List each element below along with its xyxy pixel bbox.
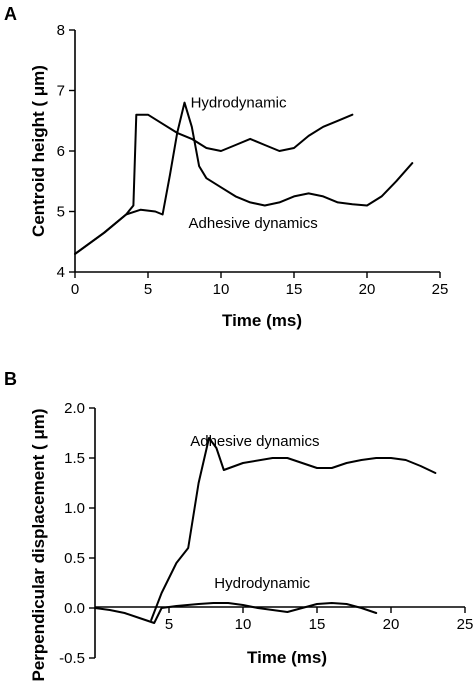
panel-a-x-tick-label: 10	[213, 281, 230, 298]
panel-a-x-tick-label: 20	[359, 281, 376, 298]
panel-b-x-tick-label: 15	[309, 616, 326, 633]
panel-b-x-tick-label: 10	[235, 616, 252, 633]
panel-a: A 0 5 10 15 20 25 4 5 6 7 8 Time (ms) Centroid hei…	[4, 4, 448, 330]
panel-b-ticks: 5 10 15 20 25 -0.5 0.0 0.5 1.0 1.5 2.0	[59, 400, 473, 667]
panel-b-y-tick-label: 1.0	[64, 500, 85, 517]
panel-b-y-tick-label: 2.0	[64, 400, 85, 417]
panel-b-annotations: Adhesive dynamics Hydrodynamic	[190, 433, 319, 592]
panel-a-series	[74, 101, 414, 255]
panel-b-series	[94, 437, 437, 624]
panel-a-label: A	[4, 4, 17, 24]
panel-a-y-tick-label: 7	[57, 83, 65, 100]
panel-a-x-tick-label: 15	[286, 281, 303, 298]
panel-a-x-tick-label: 25	[432, 281, 449, 298]
panel-a-series-hydrodynamic-line	[74, 113, 354, 255]
panel-a-annotation: Hydrodynamic	[191, 94, 287, 111]
panel-a-y-tick-label: 8	[57, 22, 65, 39]
panel-a-annotation: Adhesive dynamics	[189, 215, 318, 232]
panel-b-y-tick-label: 1.5	[64, 450, 85, 467]
panel-b-x-tick-label: 25	[457, 616, 474, 633]
panel-b-y-label: Perpendicular displacement ( μm)	[29, 408, 48, 681]
panel-b-annotation: Hydrodynamic	[214, 575, 310, 592]
panel-a-x-label: Time (ms)	[222, 311, 302, 330]
panel-b-y-tick-label: -0.5	[59, 650, 85, 667]
panel-b-x-tick-label: 20	[383, 616, 400, 633]
panel-a-ticks: 0 5 10 15 20 25 4 5 6 7 8	[57, 22, 449, 298]
panel-a-annotations: Hydrodynamic Adhesive dynamics	[189, 94, 318, 231]
panel-b-x-label: Time (ms)	[247, 648, 327, 667]
panel-a-y-tick-label: 5	[57, 204, 65, 221]
panel-b-label: B	[4, 369, 17, 389]
panel-a-x-tick-label: 5	[144, 281, 152, 298]
panel-a-y-tick-label: 4	[57, 264, 65, 281]
panel-b-y-tick-label: 0.0	[64, 600, 85, 617]
panel-b-series-adhesive-dynamics-line	[150, 437, 437, 621]
panel-a-series-adhesive-dynamics-line	[74, 101, 414, 255]
panel-b-x-tick-label: 5	[165, 616, 173, 633]
panel-b-annotation: Adhesive dynamics	[190, 433, 319, 450]
panel-a-x-tick-label: 0	[71, 281, 79, 298]
panel-a-y-tick-label: 6	[57, 143, 65, 160]
panel-b-series-hydrodynamic-line	[94, 602, 378, 624]
panel-b-y-tick-label: 0.5	[64, 550, 85, 567]
panel-a-y-label: Centroid height ( μm)	[29, 65, 48, 237]
panel-b: B 5 10 15 20 25 -0.5 0.0 0.5 1.0 1.5 2.0 Time (ms)…	[4, 369, 473, 682]
